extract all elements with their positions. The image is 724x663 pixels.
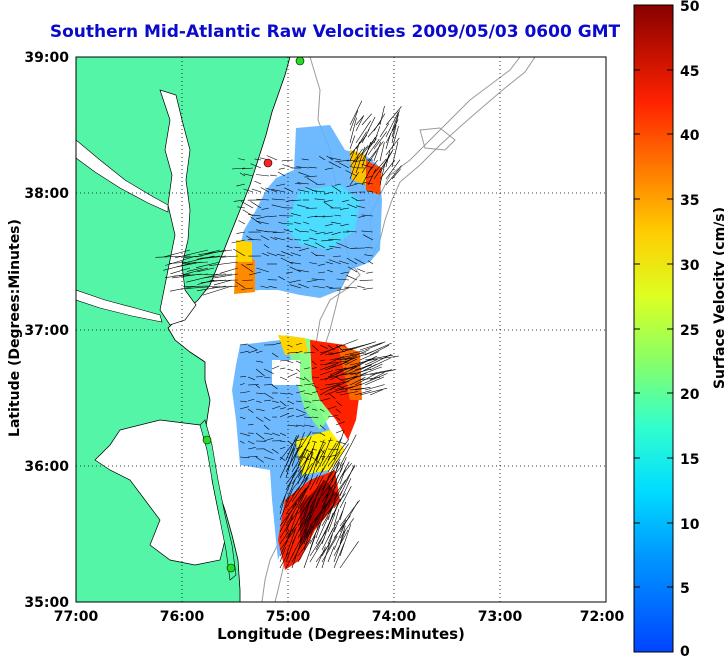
- x-tick-labels: 77:00 76:00 75:00 74:00 73:00 72:00: [54, 609, 625, 625]
- y-axis-label: Latitude (Degrees:Minutes): [7, 218, 23, 438]
- x-tick-label: 72:00: [580, 609, 625, 625]
- radar-site-marker: [227, 564, 235, 572]
- y-tick-label: 36:00: [24, 459, 69, 475]
- x-axis-label: Longitude (Degrees:Minutes): [76, 625, 606, 643]
- y-tick-label: 39:00: [24, 50, 69, 66]
- chart-title: Southern Mid-Atlantic Raw Velocities 200…: [40, 22, 630, 42]
- colorbar-tick-labels: 50 45 40 35 30 25 20 15 10 5 0: [680, 0, 700, 659]
- colorbar-tick-label: 20: [680, 387, 700, 403]
- colorbar-tick-label: 25: [680, 323, 699, 339]
- colorbar-tick-label: 40: [680, 128, 700, 144]
- y-tick-labels: 39:00 38:00 37:00 36:00 35:00: [24, 50, 69, 611]
- x-tick-label: 77:00: [54, 609, 99, 625]
- y-tick-label: 35:00: [24, 595, 69, 611]
- colorbar-tick-label: 5: [680, 581, 690, 597]
- y-tick-label: 37:00: [24, 323, 69, 339]
- colorbar-tick-label: 35: [680, 193, 699, 209]
- radar-site-marker: [296, 57, 304, 65]
- radar-site-marker: [203, 436, 211, 444]
- radar-site-marker: [264, 159, 272, 167]
- colorbar-tick-label: 15: [680, 452, 699, 468]
- colorbar-tick-label: 0: [680, 644, 690, 659]
- x-tick-label: 76:00: [160, 609, 205, 625]
- x-tick-label: 75:00: [266, 609, 311, 625]
- x-tick-label: 73:00: [478, 609, 523, 625]
- y-tick-label: 38:00: [24, 186, 69, 202]
- colorbar-tick-label: 10: [680, 517, 700, 533]
- colorbar-tick-label: 45: [680, 64, 699, 80]
- x-tick-label: 74:00: [372, 609, 417, 625]
- colorbar-label: Surface Velocity (cm/s): [712, 188, 724, 408]
- colorbar-tick-label: 30: [680, 258, 700, 274]
- colorbar-tick-label: 50: [680, 0, 700, 15]
